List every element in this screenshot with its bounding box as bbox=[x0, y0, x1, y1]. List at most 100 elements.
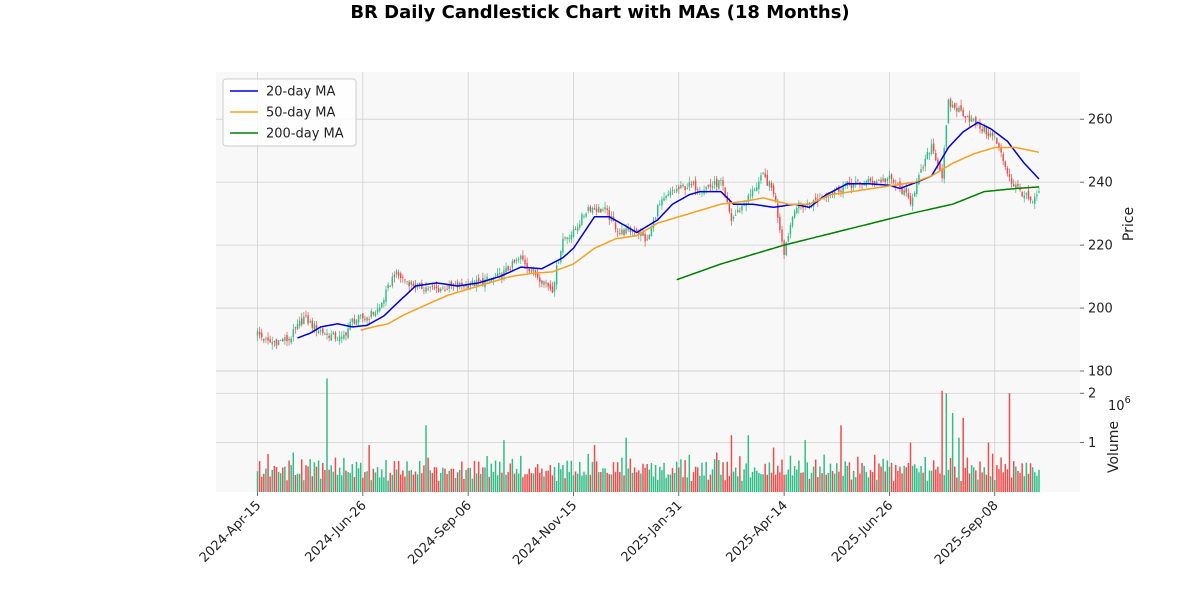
candle-body bbox=[467, 283, 469, 289]
candle-body bbox=[1029, 196, 1032, 201]
volume-bar bbox=[309, 459, 311, 492]
volume-bar bbox=[886, 460, 889, 492]
x-ticks: 2024-Apr-15 2024-Jun-26 2024-Sep-06 2024-No… bbox=[197, 492, 1002, 568]
volume-bar bbox=[827, 473, 830, 492]
volume-bar bbox=[964, 467, 967, 492]
candle-body bbox=[553, 282, 556, 292]
volume-bar bbox=[768, 462, 771, 492]
candle-body bbox=[543, 281, 545, 285]
volume-bar bbox=[526, 474, 528, 492]
volume-bar bbox=[654, 465, 657, 492]
candle-body bbox=[357, 315, 360, 323]
volume-bar bbox=[707, 479, 710, 492]
volume-bar bbox=[549, 465, 552, 492]
candle-body bbox=[334, 332, 337, 340]
candle-body bbox=[317, 330, 320, 333]
volume-bar bbox=[882, 458, 884, 492]
candle-body bbox=[787, 236, 790, 242]
volume-bar bbox=[682, 477, 684, 492]
candle-body bbox=[1031, 201, 1034, 203]
volume-bar bbox=[520, 455, 522, 492]
volume-bar bbox=[541, 468, 543, 492]
volume-bar bbox=[539, 472, 541, 492]
volume-bar bbox=[313, 462, 316, 492]
volume-bar bbox=[838, 471, 840, 492]
candle-body bbox=[539, 277, 541, 282]
volume-tick-label: 2 bbox=[1088, 387, 1096, 402]
volume-bar bbox=[425, 425, 427, 492]
volume-bar bbox=[947, 469, 950, 492]
candle-body bbox=[345, 332, 347, 336]
candle-body bbox=[652, 219, 655, 229]
volume-bar bbox=[625, 437, 627, 492]
volume-bar bbox=[867, 477, 870, 492]
candle-body bbox=[857, 179, 859, 181]
volume-bar bbox=[347, 472, 349, 492]
volume-bar bbox=[305, 465, 307, 492]
volume-bar bbox=[991, 453, 994, 492]
candle-body bbox=[343, 334, 345, 339]
volume-bar bbox=[817, 477, 819, 492]
candle-body bbox=[332, 332, 335, 335]
candle-body bbox=[366, 317, 368, 321]
candle-body bbox=[623, 229, 625, 235]
volume-bar bbox=[288, 460, 290, 492]
candle-body bbox=[684, 186, 686, 191]
candle-body bbox=[882, 178, 884, 182]
candle-body bbox=[416, 283, 419, 286]
legend-box bbox=[222, 78, 357, 147]
volume-bar bbox=[581, 475, 583, 492]
candle-body bbox=[737, 209, 739, 213]
volume-bar bbox=[429, 470, 431, 492]
candle-body bbox=[378, 307, 381, 311]
candle-body bbox=[437, 288, 440, 292]
volume-bar bbox=[370, 480, 372, 492]
candle-body bbox=[924, 158, 926, 167]
candle-body bbox=[307, 315, 309, 324]
candle-body bbox=[935, 152, 937, 161]
candle-body bbox=[635, 229, 638, 232]
volume-bar bbox=[606, 472, 608, 492]
candle-body bbox=[869, 178, 872, 182]
candle-body bbox=[688, 182, 691, 187]
volume-bar bbox=[332, 471, 335, 492]
candle-body bbox=[568, 238, 570, 240]
candle-body bbox=[739, 211, 741, 212]
volume-bar bbox=[747, 435, 750, 492]
candle-body bbox=[324, 333, 326, 335]
volume-bar bbox=[629, 458, 632, 492]
candle-body bbox=[513, 259, 516, 263]
volume-bar bbox=[774, 474, 777, 492]
volume-bar bbox=[418, 460, 421, 492]
volume-ticks: 12 bbox=[1080, 387, 1096, 451]
volume-bar bbox=[949, 457, 952, 492]
candle-body bbox=[711, 186, 714, 188]
candle-body bbox=[998, 143, 1000, 148]
candle-body bbox=[427, 288, 429, 290]
volume-bar bbox=[996, 465, 998, 492]
volume-bar bbox=[416, 474, 419, 492]
candle-body bbox=[690, 184, 693, 185]
candle-body bbox=[364, 318, 366, 320]
candle-body bbox=[793, 211, 796, 218]
candle-body bbox=[393, 274, 396, 277]
candle-body bbox=[644, 234, 646, 242]
candle-body bbox=[903, 189, 905, 196]
candle-body bbox=[692, 182, 695, 184]
price-tick-label: 260 bbox=[1088, 113, 1113, 128]
volume-bar bbox=[823, 454, 825, 492]
volume-bar bbox=[983, 467, 985, 492]
volume-bar bbox=[256, 471, 259, 492]
candle-body bbox=[473, 282, 476, 287]
candle-body bbox=[876, 181, 878, 185]
volume-tick-label: 1 bbox=[1088, 436, 1096, 451]
volume-bar bbox=[467, 468, 469, 492]
candle-body bbox=[387, 284, 389, 289]
x-tick-label: 2025-Jan-31 bbox=[619, 498, 686, 565]
candle-body bbox=[730, 213, 733, 221]
volume-bar bbox=[482, 467, 484, 492]
volume-bar bbox=[545, 470, 547, 492]
candle-body bbox=[827, 197, 830, 199]
candle-body bbox=[520, 255, 522, 260]
candle-body bbox=[256, 331, 259, 336]
